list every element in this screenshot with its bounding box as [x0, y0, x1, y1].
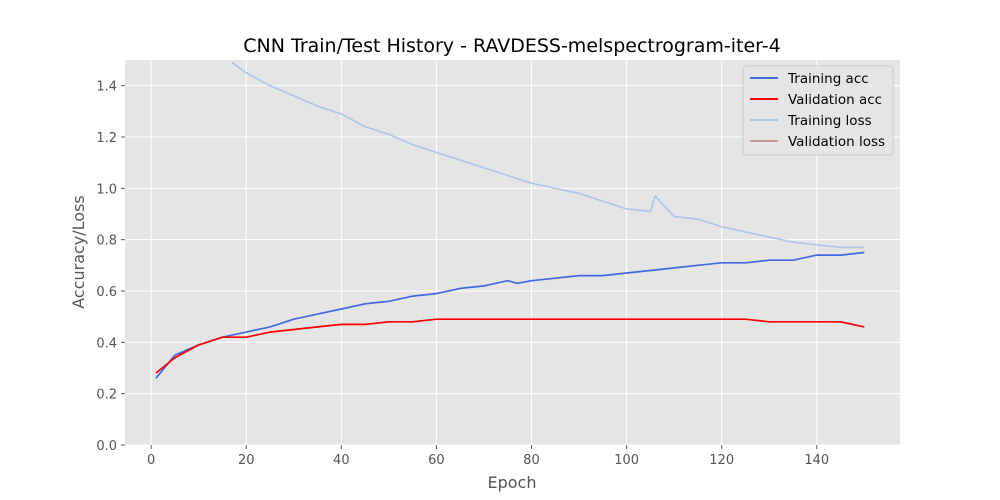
x-axis-ticks: 0 20 40 60 80 100 120 140: [147, 445, 829, 468]
legend: Training acc Validation acc Training los…: [742, 65, 894, 156]
x-tick-label: 80: [523, 453, 540, 468]
legend-label-training-acc: Training acc: [787, 71, 869, 87]
x-tick-label: 100: [614, 453, 639, 468]
legend-label-training-loss: Training loss: [787, 113, 872, 129]
y-tick-label: 0.4: [96, 336, 117, 351]
legend-label-validation-loss: Validation loss: [788, 134, 885, 150]
y-tick-label: 1.4: [96, 80, 117, 95]
x-axis-label: Epoch: [488, 473, 537, 492]
y-tick-label: 0.0: [96, 439, 117, 454]
y-tick-label: 0.6: [96, 285, 117, 300]
y-axis-ticks: 0.0 0.2 0.4 0.6 0.8 1.0 1.2 1.4: [96, 80, 125, 454]
series-line-training-loss: [231, 61, 865, 249]
series-layer: [155, 61, 865, 379]
chart-title: CNN Train/Test History - RAVDESS-melspec…: [243, 35, 780, 57]
y-tick-label: 0.8: [96, 234, 117, 249]
series-line-training-acc: [155, 251, 865, 379]
y-tick-label: 1.2: [96, 131, 117, 146]
x-tick-label: 40: [333, 453, 350, 468]
x-tick-label: 120: [709, 453, 734, 468]
y-tick-label: 0.2: [96, 388, 117, 403]
x-tick-label: 0: [147, 453, 155, 468]
x-tick-label: 140: [804, 453, 829, 468]
legend-box: [742, 65, 894, 156]
y-tick-label: 1.0: [96, 182, 117, 197]
series-line-validation-acc: [155, 318, 865, 374]
legend-label-validation-acc: Validation acc: [788, 92, 882, 108]
x-tick-label: 20: [238, 453, 255, 468]
x-tick-label: 60: [428, 453, 445, 468]
y-axis-label: Accuracy/Loss: [69, 195, 88, 309]
